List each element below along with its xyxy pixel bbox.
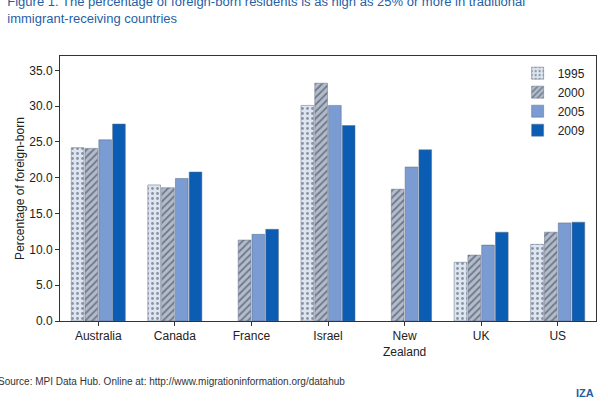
svg-text:25.0: 25.0	[29, 135, 53, 149]
svg-text:35.0: 35.0	[29, 64, 53, 78]
svg-text:Source: MPI Data Hub. Online a: Source: MPI Data Hub. Online at: http://…	[0, 376, 345, 387]
svg-text:2009: 2009	[558, 124, 585, 138]
svg-text:5.0: 5.0	[36, 278, 53, 292]
svg-text:France: France	[233, 329, 271, 343]
svg-text:UK: UK	[473, 329, 490, 343]
svg-text:10.0: 10.0	[29, 243, 53, 257]
svg-text:0.0: 0.0	[36, 314, 53, 328]
svg-text:NewZealand: NewZealand	[383, 329, 426, 359]
svg-text:Australia: Australia	[75, 329, 122, 343]
svg-text:2000: 2000	[558, 86, 585, 100]
svg-text:IZA: IZA	[576, 387, 594, 399]
svg-text:US: US	[549, 329, 566, 343]
svg-text:Percentage of foreign-born: Percentage of foreign-born	[13, 117, 27, 260]
svg-text:15.0: 15.0	[29, 207, 53, 221]
svg-text:Canada: Canada	[154, 329, 196, 343]
svg-text:World of Labor: World of Labor	[535, 400, 594, 401]
svg-text:Figure 1. The percentage of fo: Figure 1. The percentage of foreign-born…	[7, 0, 525, 26]
svg-text:1995: 1995	[558, 67, 585, 81]
svg-text:20.0: 20.0	[29, 171, 53, 185]
svg-text:2005: 2005	[558, 105, 585, 119]
svg-text:Israel: Israel	[313, 329, 342, 343]
svg-text:30.0: 30.0	[29, 99, 53, 113]
